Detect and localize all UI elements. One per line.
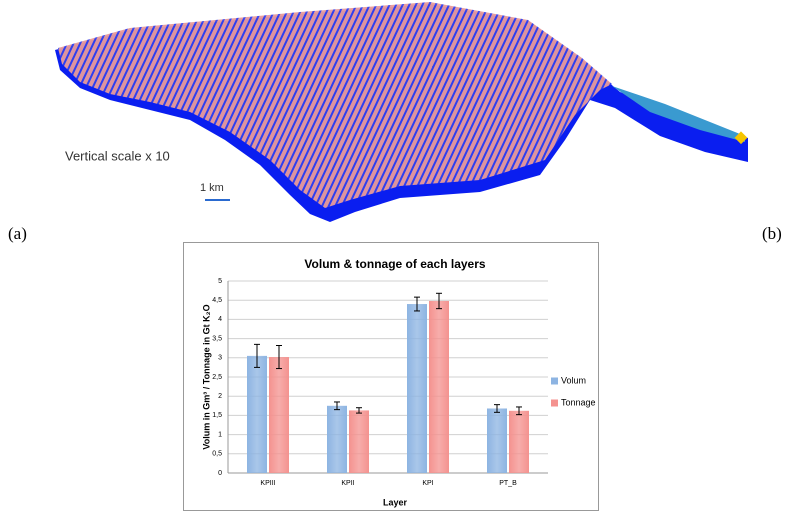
x-tick-label: PT_B [499,480,517,487]
error-bar [334,401,340,411]
bar [269,357,289,473]
legend-label: Tonnage [561,397,596,407]
legend-swatch [551,377,558,385]
legend-swatch [551,399,558,407]
terrain-model [55,2,748,222]
y-tick-label: 4 [218,316,222,323]
bar [247,355,267,473]
y-tick-label: 0,5 [212,451,222,458]
x-tick-label: KPI [422,480,433,487]
bar [349,410,369,473]
error-bar [276,345,282,370]
bar [487,408,507,473]
scale-bar-label: 1 km [200,182,224,194]
x-tick-label: KPIII [260,480,275,487]
error-bar [414,296,420,312]
error-bar [516,406,522,416]
y-tick-label: 2 [218,393,222,400]
y-tick-label: 5 [218,278,222,285]
y-tick-label: 4,5 [212,297,222,304]
y-axis-label: Volum in Gm³ / Tonnage in Gt K₂O [201,304,211,449]
panel-label: (a) [8,224,27,243]
bar [429,300,449,473]
panel-label: (b) [762,224,782,243]
y-tick-label: 1,5 [212,412,222,419]
error-bar [254,343,260,368]
chart: Volum & tonnage of each layers Layer Vol… [201,257,595,507]
bar [327,405,347,473]
x-axis-label: Layer [383,497,408,507]
chart-title: Volum & tonnage of each layers [304,257,485,271]
error-bar [494,404,500,413]
x-tick-label: KPII [341,480,354,487]
scale-note: Vertical scale x 10 [65,148,170,163]
legend-label: Volum [561,375,586,385]
y-tick-label: 3 [218,355,222,362]
y-tick-label: 0 [218,470,222,477]
y-tick-label: 3,5 [212,335,222,342]
bar [407,304,427,473]
y-tick-label: 1 [218,431,222,438]
error-bar [436,292,442,310]
y-tick-label: 2,5 [212,374,222,381]
bar [509,410,529,473]
error-bar [356,407,362,414]
